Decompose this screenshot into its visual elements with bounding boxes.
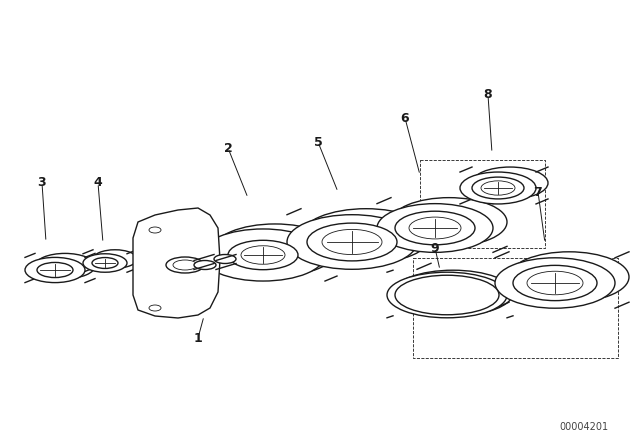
Text: 5: 5 [314, 135, 323, 148]
Ellipse shape [173, 260, 197, 270]
Text: 6: 6 [401, 112, 410, 125]
Ellipse shape [287, 215, 417, 269]
Text: 7: 7 [534, 185, 542, 198]
Ellipse shape [213, 224, 337, 276]
Ellipse shape [83, 254, 127, 272]
Ellipse shape [25, 258, 85, 283]
Text: 9: 9 [431, 241, 439, 254]
Ellipse shape [495, 258, 615, 308]
Ellipse shape [322, 229, 382, 254]
Ellipse shape [409, 217, 461, 239]
Text: 8: 8 [484, 89, 492, 102]
Ellipse shape [395, 211, 475, 245]
Ellipse shape [481, 181, 515, 195]
Ellipse shape [391, 198, 507, 246]
Ellipse shape [228, 240, 298, 270]
Ellipse shape [201, 229, 325, 281]
Ellipse shape [35, 254, 95, 279]
Ellipse shape [166, 257, 204, 273]
Text: 2: 2 [223, 142, 232, 155]
Ellipse shape [387, 272, 507, 318]
Ellipse shape [92, 258, 118, 268]
Ellipse shape [393, 270, 513, 316]
Ellipse shape [149, 227, 161, 233]
Text: 1: 1 [194, 332, 202, 345]
Text: 4: 4 [93, 177, 102, 190]
Text: 3: 3 [38, 177, 46, 190]
Ellipse shape [472, 167, 548, 199]
Ellipse shape [301, 209, 431, 263]
Ellipse shape [214, 254, 236, 263]
Text: 00004201: 00004201 [559, 422, 608, 432]
Ellipse shape [93, 250, 137, 268]
Ellipse shape [149, 305, 161, 311]
Ellipse shape [513, 265, 597, 301]
Ellipse shape [377, 204, 493, 252]
Ellipse shape [460, 172, 536, 204]
Ellipse shape [509, 252, 629, 302]
Ellipse shape [194, 260, 216, 270]
Ellipse shape [472, 177, 524, 199]
Ellipse shape [527, 271, 583, 295]
Ellipse shape [395, 275, 499, 315]
Ellipse shape [37, 263, 73, 278]
Polygon shape [133, 208, 220, 318]
Ellipse shape [307, 223, 397, 261]
Ellipse shape [241, 246, 285, 264]
